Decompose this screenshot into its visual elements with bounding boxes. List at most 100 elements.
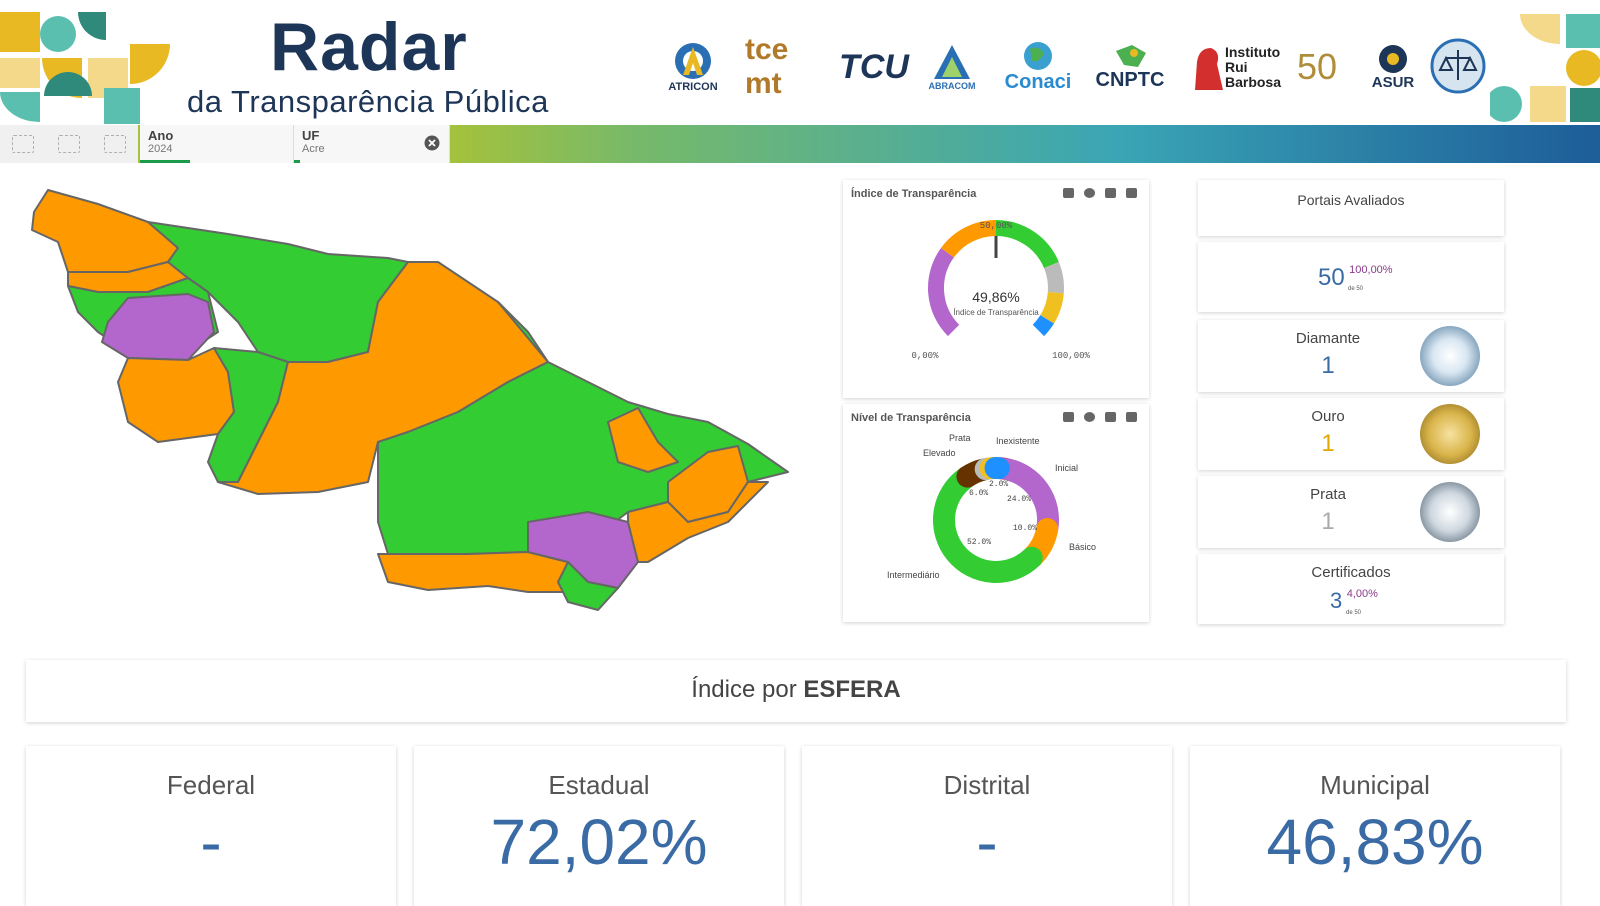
esfera-title-bold: ESFERA xyxy=(803,676,900,703)
label-basico: Básico xyxy=(1069,542,1096,552)
certificados-count: 3 xyxy=(1330,588,1342,613)
esfera-title: Índice por ESFERA xyxy=(26,676,1566,704)
selo-prata-card: Prata 1 xyxy=(1198,476,1504,548)
esfera-card-distrital: Distrital - xyxy=(802,746,1172,906)
brazil-map-icon xyxy=(1112,43,1148,69)
gauge-band-diamante xyxy=(1038,319,1047,330)
esfera-value: - xyxy=(802,805,1172,879)
indice-gauge: 50,00% 0,00% 100,00% 49,86% Índice de Tr… xyxy=(843,180,1149,398)
indice-transparencia-card: Índice de Transparência 50,00% 0,00% 100… xyxy=(843,180,1149,398)
portais-count-group: 50 100,00% de 50 xyxy=(1318,264,1393,292)
filter-ano-indicator xyxy=(140,160,190,163)
asur-icon xyxy=(1377,44,1409,74)
filter-uf[interactable]: UF Acre xyxy=(294,125,450,163)
esfera-name: Estadual xyxy=(414,770,784,801)
filter-ano-label: Ano xyxy=(148,128,285,143)
nivel-donut: Inexistente Prata Elevado Inicial Básico… xyxy=(843,404,1149,622)
pct-basico: 10.0% xyxy=(1013,524,1037,533)
filter-ano-value: 2024 xyxy=(148,143,285,155)
esfera-value: 72,02% xyxy=(414,805,784,879)
selo-diamante-count: 1 xyxy=(1238,352,1418,380)
acre-map[interactable] xyxy=(28,182,808,622)
prata-medal-icon xyxy=(1420,482,1480,542)
certificados-label: Certificados xyxy=(1198,564,1504,581)
label-intermediario: Intermediário xyxy=(887,570,940,580)
certificados-of: de 50 xyxy=(1346,610,1361,616)
selo-prata-count: 1 xyxy=(1238,508,1418,536)
certificados-count-group: 3 4,00% de 50 xyxy=(1330,588,1378,614)
portais-percent: 100,00% xyxy=(1349,264,1392,276)
header-banner: Radar da Transparência Pública ATRICON t… xyxy=(0,0,1600,125)
esfera-card-federal: Federal - xyxy=(26,746,396,906)
esfera-value: 46,83% xyxy=(1190,805,1560,879)
esfera-header: Índice por ESFERA xyxy=(26,660,1566,722)
gauge-band-intermediario xyxy=(996,228,1051,265)
label-prata: Prata xyxy=(949,433,971,443)
selo-ouro-count: 1 xyxy=(1238,430,1418,458)
ouro-medal-icon xyxy=(1420,404,1480,464)
esfera-name: Distrital xyxy=(802,770,1172,801)
portais-title-card: Portais Avaliados xyxy=(1198,180,1504,236)
esfera-name: Federal xyxy=(26,770,396,801)
decor-pattern-left xyxy=(0,0,180,125)
portais-count: 50 xyxy=(1318,264,1345,291)
diamante-medal-icon xyxy=(1420,326,1480,386)
globe-icon xyxy=(1020,41,1056,71)
filter-ano[interactable]: Ano 2024 xyxy=(140,125,294,163)
partner-logo-tcu: TCU xyxy=(838,36,910,98)
gauge-band-basico xyxy=(947,228,996,253)
pct-inicial: 24.0% xyxy=(1007,495,1031,504)
filter-uf-value: Acre xyxy=(302,143,441,155)
back-selection-icon[interactable] xyxy=(12,135,34,153)
partner-logo-tcemt: tce mt xyxy=(745,36,821,98)
portais-title: Portais Avaliados xyxy=(1198,192,1504,208)
filter-uf-label: UF xyxy=(302,128,441,143)
clear-filter-icon[interactable] xyxy=(424,135,440,151)
partner-logo-abracom: ABRACOM xyxy=(920,36,984,98)
pct-intermediario: 52.0% xyxy=(967,538,991,547)
atricon-icon xyxy=(673,41,713,81)
selo-ouro-card: Ouro 1 xyxy=(1198,398,1504,470)
pct-elevado: 6.0% xyxy=(969,489,988,498)
gauge-min-label: 0,00% xyxy=(911,351,939,361)
justice-scale-icon xyxy=(1430,38,1486,94)
partner-logo-atricon: ATRICON xyxy=(655,36,731,98)
abracom-icon xyxy=(932,43,972,81)
certificados-percent: 4,00% xyxy=(1347,588,1378,600)
gauge-mid-label: 50,00% xyxy=(980,221,1013,231)
partner-logo-asur: ASUR xyxy=(1360,36,1426,98)
label-inexistente: Inexistente xyxy=(996,436,1040,446)
forward-selection-icon[interactable] xyxy=(58,135,80,153)
app-title: Radar xyxy=(270,8,468,86)
selo-diamante-label: Diamante xyxy=(1238,330,1418,347)
esfera-value: - xyxy=(26,805,396,879)
esfera-card-estadual: Estadual 72,02% xyxy=(414,746,784,906)
gauge-band-inicial xyxy=(936,253,954,331)
portais-count-card: 50 100,00% de 50 xyxy=(1198,242,1504,312)
map-region-southwest-orange[interactable] xyxy=(118,348,234,442)
partner-logo-conaci: Conaci xyxy=(1000,36,1076,98)
esfera-card-municipal: Municipal 46,83% xyxy=(1190,746,1560,906)
selection-tools xyxy=(0,125,138,163)
partner-logo-cnptc: CNPTC xyxy=(1090,36,1170,98)
selo-diamante-card: Diamante 1 xyxy=(1198,320,1504,392)
selo-ouro-label: Ouro xyxy=(1238,408,1418,425)
gauge-max-label: 100,00% xyxy=(1052,351,1090,361)
portais-of: de 50 xyxy=(1348,286,1363,292)
label-elevado: Elevado xyxy=(923,448,956,458)
gauge-caption: Índice de Transparência xyxy=(953,308,1039,317)
label-inicial: Inicial xyxy=(1055,463,1078,473)
esfera-title-prefix: Índice por xyxy=(691,676,803,703)
esfera-name: Municipal xyxy=(1190,770,1560,801)
decor-pattern-right xyxy=(1490,0,1600,125)
nivel-transparencia-card: Nível de Transparência Inexistente Prata… xyxy=(843,404,1149,622)
rui-barbosa-icon xyxy=(1187,42,1225,92)
gauge-band-elevado xyxy=(1051,265,1056,293)
filter-uf-indicator xyxy=(294,160,300,163)
partner-logo-irb: Instituto Rui Barbosa 50 xyxy=(1182,36,1342,98)
selo-prata-label: Prata xyxy=(1238,486,1418,503)
pct-inexistente: 2.0% xyxy=(989,480,1008,489)
clear-selections-icon[interactable] xyxy=(104,135,126,153)
app-subtitle: da Transparência Pública xyxy=(187,84,549,120)
gauge-value: 49,86% xyxy=(972,289,1019,305)
